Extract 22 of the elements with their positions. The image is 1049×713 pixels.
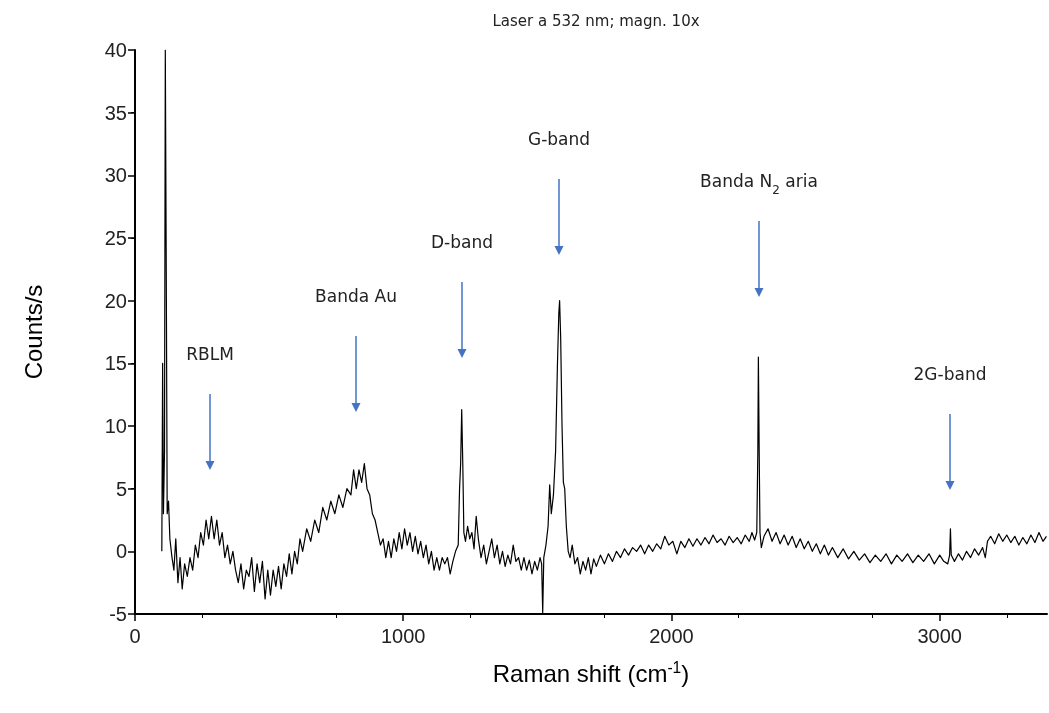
annotation: Banda N$_{2}$ aria xyxy=(700,171,818,197)
x-tick-label: 3000 xyxy=(917,625,962,647)
y-tick-label: -5 xyxy=(109,603,127,625)
y-axis-title: Counts/s xyxy=(19,284,47,380)
y-tick-label: 0 xyxy=(115,540,127,563)
annotation: 2G-band xyxy=(913,364,987,384)
y-tick-label: 40 xyxy=(104,39,127,61)
y-tick-label: 5 xyxy=(115,477,127,500)
annotation: G-band xyxy=(527,129,591,149)
y-tick-label: 20 xyxy=(104,289,127,312)
x-tick-label: 0 xyxy=(129,625,141,647)
x-tick-label: 2000 xyxy=(649,625,694,647)
y-tick-label: 15 xyxy=(104,352,127,375)
annotation: D-band xyxy=(431,232,493,252)
y-tick-label: 25 xyxy=(104,227,127,249)
y-tick-label: 35 xyxy=(104,101,127,124)
x-tick-label: 1000 xyxy=(380,625,426,647)
y-tick-label: 30 xyxy=(104,164,127,187)
y-tick-label: 10 xyxy=(104,415,127,437)
annotation: RBLM xyxy=(186,344,234,364)
annotation: Banda Au xyxy=(315,286,397,306)
chart-title: Laser a 532 nm; magn. 10x xyxy=(492,11,700,30)
